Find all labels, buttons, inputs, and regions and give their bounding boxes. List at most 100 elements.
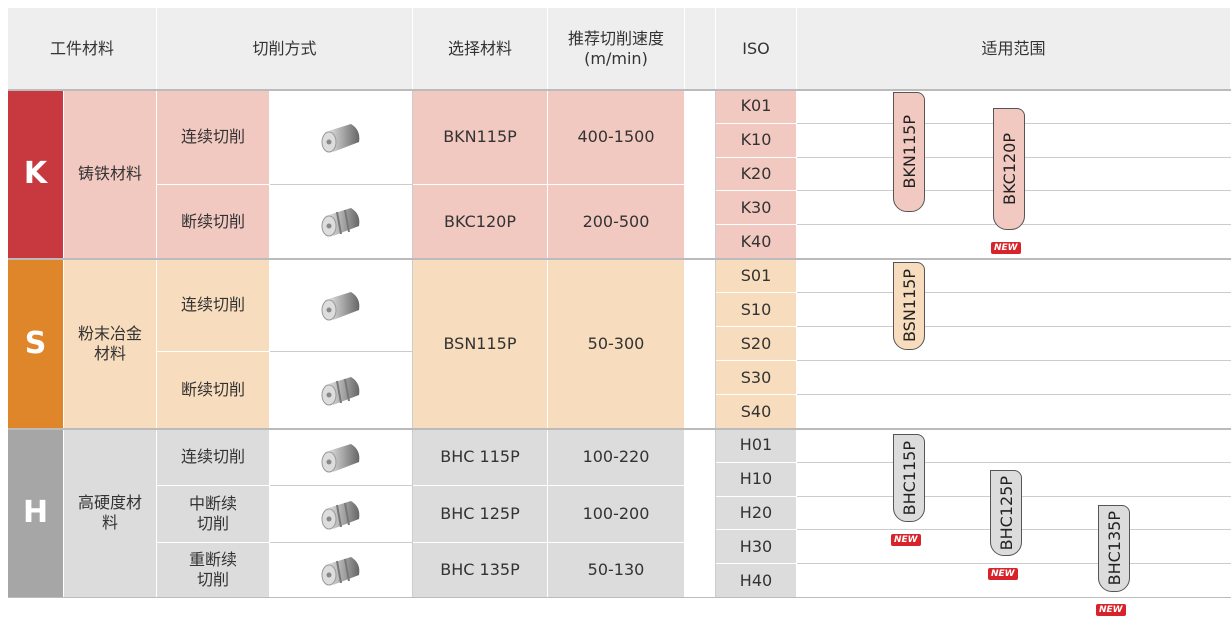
text-line: 连续切削: [180, 447, 245, 466]
range-row: [797, 395, 1231, 429]
grade: BSN115P: [413, 259, 548, 429]
text-line: 切削: [196, 514, 229, 533]
range-bar: BHC125P: [990, 470, 1022, 556]
group-name: 高硬度材料: [64, 429, 157, 598]
speed: 400-1500: [548, 90, 685, 185]
range-bar: BHC115P: [893, 434, 925, 522]
iso-code: K40: [716, 225, 797, 259]
insert-icon: [321, 291, 360, 320]
iso-code: H40: [716, 564, 797, 598]
iso-code: H10: [716, 462, 797, 497]
text-line: 断续切削: [180, 211, 245, 231]
iso-code: K30: [716, 191, 797, 226]
range-label: BKN115P: [899, 115, 919, 189]
iso-code: K01: [716, 90, 797, 124]
cutting-method: 连续切削: [157, 90, 270, 185]
range-row: [797, 259, 1231, 293]
group-letter: H: [8, 429, 64, 598]
group-divider: [8, 428, 1231, 430]
range-label: BHC135P: [1104, 511, 1124, 586]
text-line: 中断续: [188, 494, 237, 513]
grade: BHC 135P: [413, 543, 548, 598]
group-letter: K: [8, 90, 64, 259]
iso-code: S10: [716, 293, 797, 327]
range-label: BHC115P: [899, 440, 919, 516]
range-bar: BSN115P: [893, 262, 925, 350]
text-line: 连续切削: [180, 295, 245, 314]
speed: 50-130: [548, 543, 685, 598]
group-divider: [8, 89, 1231, 91]
grade: BHC 125P: [413, 486, 548, 543]
range-row: [797, 429, 1231, 463]
text-line: 断续切削: [180, 380, 245, 399]
header-cell: 推荐切削速度 (m/min): [548, 8, 685, 90]
spacer: [685, 90, 716, 259]
range-bar: BHC135P: [1098, 505, 1130, 592]
range-row: [797, 361, 1231, 395]
speed: 100-200: [548, 486, 685, 543]
insert-icon: [321, 376, 360, 405]
new-badge: NEW: [891, 534, 921, 546]
insert-icon: [321, 556, 360, 585]
insert-icon: [321, 500, 360, 529]
speed: 200-500: [548, 185, 685, 259]
cutting-method: 断续切削: [157, 352, 270, 429]
grade: BKC120P: [413, 185, 548, 259]
iso-code: H30: [716, 530, 797, 565]
group-name: 铸铁材料: [64, 90, 157, 259]
insert-icon: [321, 208, 360, 237]
group-name: 粉末冶金 材料: [64, 259, 157, 429]
grade: BHC 115P: [413, 429, 548, 486]
range-bar: BKC120P: [993, 108, 1025, 230]
cutting-method: 断续切削: [157, 185, 270, 259]
text-line: 材料: [93, 343, 126, 363]
range-bar: BKN115P: [893, 92, 925, 212]
speed: 100-220: [548, 429, 685, 486]
cutting-method: 重断续 切削: [157, 543, 270, 598]
spacer: [685, 429, 716, 598]
cutting-method: 连续切削: [157, 429, 270, 486]
iso-code: K10: [716, 123, 797, 158]
bottom-line: [8, 597, 1231, 598]
header-cell: ISO: [716, 8, 797, 90]
cutting-method: 中断续 切削: [157, 486, 270, 543]
new-badge: NEW: [1096, 604, 1126, 616]
iso-code: S30: [716, 361, 797, 395]
text-line: 粉末冶金: [77, 323, 142, 343]
text-line: 连续切削: [180, 127, 245, 146]
range-label: BSN115P: [899, 269, 919, 343]
insert-icon: [321, 443, 360, 472]
range-row: [797, 327, 1231, 361]
range-label: BHC125P: [996, 475, 1016, 551]
spacer: [685, 259, 716, 429]
header-cell: 适用范围: [797, 8, 1231, 90]
iso-code: H20: [716, 496, 797, 531]
text-line: 切削: [196, 570, 229, 589]
group-letter: S: [8, 259, 64, 429]
iso-code: S01: [716, 259, 797, 293]
text-line: 料: [101, 513, 118, 532]
iso-code: S20: [716, 327, 797, 361]
new-badge: NEW: [988, 568, 1018, 580]
group-divider: [8, 258, 1231, 260]
text-line: 重断续: [188, 550, 237, 569]
grade: BKN115P: [413, 90, 548, 185]
new-badge: NEW: [991, 242, 1021, 254]
text-line: (m/min): [584, 48, 648, 68]
cutting-method: 连续切削: [157, 259, 270, 352]
insert-icon: [321, 123, 360, 152]
text-line: 推荐切削速度: [567, 28, 664, 48]
iso-code: S40: [716, 395, 797, 429]
speed: 50-300: [548, 259, 685, 429]
range-label: BKC120P: [999, 133, 1019, 205]
text-line: 高硬度材: [77, 493, 142, 512]
header-cell: 工件材料: [8, 8, 157, 90]
header-cell: 切削方式: [157, 8, 413, 90]
iso-code: H01: [716, 429, 797, 463]
header-cell: [685, 8, 716, 90]
range-row: [797, 293, 1231, 327]
iso-code: K20: [716, 157, 797, 192]
text-line: 铸铁材料: [77, 164, 142, 183]
header-cell: 选择材料: [413, 8, 548, 90]
